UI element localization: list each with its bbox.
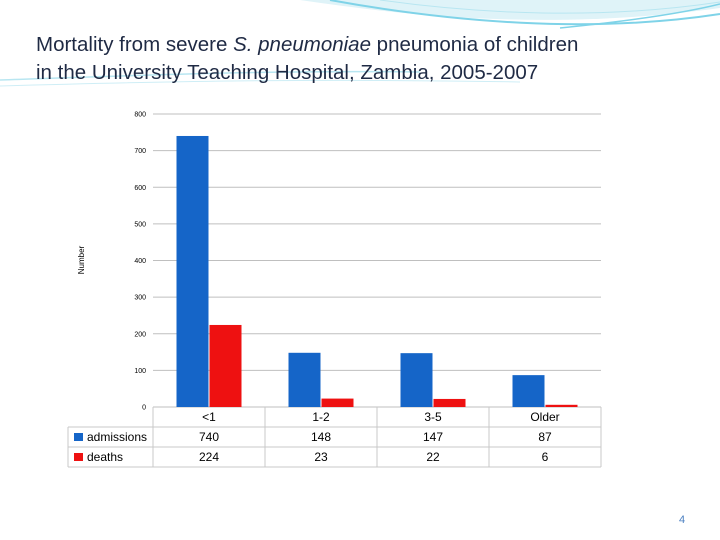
page-number: 4 (678, 514, 686, 526)
legend-swatch-deaths (74, 453, 83, 461)
y-tick-label: 0 (142, 405, 146, 412)
decorative-swooshes (0, 0, 720, 87)
bar-admissions (288, 352, 321, 407)
data-table-cell: 23 (314, 450, 328, 464)
bar-deaths (433, 398, 466, 407)
data-table-cell: 148 (311, 430, 331, 444)
slide-title: Mortality from severe S. pneumoniae pneu… (36, 31, 706, 87)
bar-deaths (209, 324, 242, 407)
bar-admissions (400, 353, 433, 407)
title-part2: pneumonia of children (370, 33, 579, 56)
category-label: 3-5 (424, 410, 442, 424)
y-tick-label: 100 (134, 368, 146, 375)
title-line2: in the University Teaching Hospital, Zam… (36, 61, 539, 84)
bar-admissions (176, 135, 209, 407)
bar-admissions (512, 375, 545, 407)
y-tick-label: 700 (134, 148, 146, 155)
y-tick-label: 500 (134, 221, 146, 228)
y-tick-label: 800 (134, 112, 146, 119)
y-axis-label: Number (77, 245, 86, 274)
data-table-cell: 147 (423, 430, 443, 444)
data-table-cell: 6 (542, 450, 549, 464)
data-table-cell: 22 (426, 450, 440, 464)
legend-label-deaths: deaths (87, 450, 123, 464)
data-table-cell: 224 (199, 450, 219, 464)
y-tick-label: 300 (134, 295, 146, 302)
data-table-cell: 87 (538, 430, 552, 444)
bar-deaths (545, 404, 578, 407)
title-part1: Mortality from severe (36, 33, 234, 56)
legend-label-admissions: admissions (87, 430, 147, 444)
legend-swatch-admissions (74, 433, 83, 441)
y-tick-label: 200 (134, 331, 146, 338)
category-label: <1 (202, 410, 216, 424)
bar-deaths (321, 398, 354, 407)
category-label: 1-2 (312, 410, 330, 424)
y-tick-label: 600 (134, 185, 146, 192)
y-tick-label: 400 (134, 258, 146, 265)
title-italic-organism: S. pneumoniae (233, 33, 371, 56)
data-table-cell: 740 (199, 430, 219, 444)
category-label: Older (530, 410, 559, 424)
